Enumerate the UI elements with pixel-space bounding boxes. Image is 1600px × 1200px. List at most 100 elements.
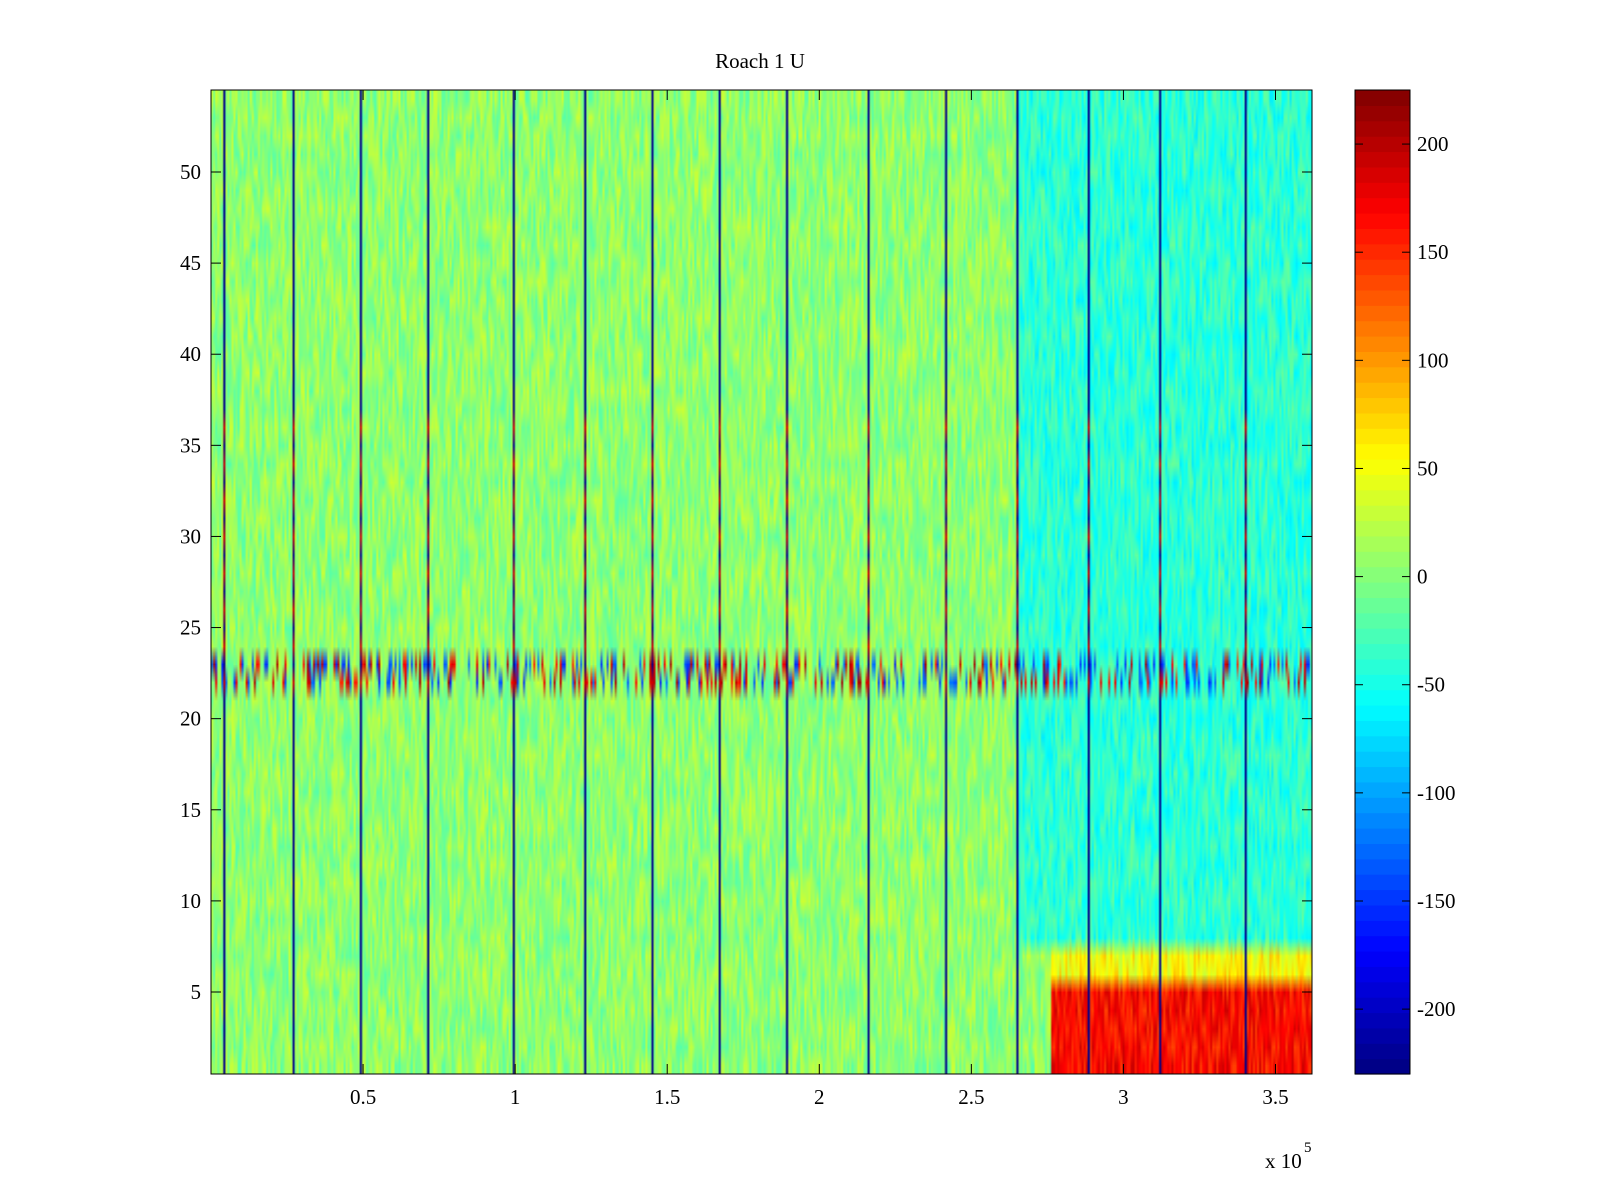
heatmap-image bbox=[211, 90, 1312, 1074]
y-tick-label: 30 bbox=[180, 524, 201, 548]
x-tick-label: 3 bbox=[1118, 1085, 1129, 1109]
colorbar-swatch bbox=[1355, 812, 1410, 829]
colorbar-swatch bbox=[1355, 382, 1410, 399]
x-tick-label: 1 bbox=[510, 1085, 521, 1109]
colorbar-swatch bbox=[1355, 351, 1410, 368]
y-tick-label: 40 bbox=[180, 342, 201, 366]
colorbar-swatch bbox=[1355, 412, 1410, 429]
colorbar-swatch bbox=[1355, 797, 1410, 814]
y-tick-label: 20 bbox=[180, 707, 201, 731]
colorbar-swatch bbox=[1355, 105, 1410, 122]
colorbar-swatch bbox=[1355, 705, 1410, 721]
y-tick-label: 15 bbox=[180, 798, 201, 822]
colorbar-swatch bbox=[1355, 120, 1410, 137]
colorbar-swatch bbox=[1355, 1012, 1410, 1029]
colorbar-swatch bbox=[1355, 843, 1410, 860]
heatmap-cells bbox=[211, 90, 1312, 1074]
colorbar-swatch bbox=[1355, 781, 1410, 798]
colorbar-swatch bbox=[1355, 520, 1410, 537]
colorbar-swatch bbox=[1355, 935, 1410, 952]
colorbar-swatch bbox=[1355, 505, 1410, 522]
colorbar-swatch bbox=[1355, 643, 1410, 660]
x-tick-label: 0.5 bbox=[350, 1085, 376, 1109]
colorbar-swatch bbox=[1355, 166, 1410, 183]
y-tick-label: 25 bbox=[180, 616, 201, 640]
colorbar-swatch bbox=[1355, 1043, 1410, 1060]
colorbar-tick-label: -200 bbox=[1417, 997, 1456, 1021]
colorbar-swatch bbox=[1355, 366, 1410, 383]
colorbar-swatch bbox=[1355, 274, 1410, 291]
colorbar-swatch bbox=[1355, 751, 1410, 768]
colorbar-swatch bbox=[1355, 766, 1410, 783]
colorbar-swatch bbox=[1355, 459, 1410, 475]
colorbar-swatch bbox=[1355, 197, 1410, 214]
colorbar-frame bbox=[1354, 89, 1411, 1075]
colorbar-swatch bbox=[1355, 535, 1410, 552]
colorbar-swatch bbox=[1355, 597, 1410, 614]
colorbar-tick-label: -100 bbox=[1417, 781, 1456, 805]
colorbar-swatch bbox=[1355, 920, 1410, 937]
y-tick-label: 35 bbox=[180, 433, 201, 457]
colorbar-swatch bbox=[1355, 90, 1410, 106]
y-tick-label: 5 bbox=[191, 980, 202, 1004]
colorbar-tick-label: -50 bbox=[1417, 673, 1445, 697]
axes bbox=[210, 89, 1313, 1075]
colorbar-tick-label: 50 bbox=[1417, 456, 1438, 480]
colorbar-swatch bbox=[1355, 874, 1410, 891]
colorbar-swatch bbox=[1355, 966, 1410, 983]
colorbar-swatch bbox=[1355, 735, 1410, 752]
colorbar-swatch bbox=[1355, 828, 1410, 844]
x-tick-labels: 0.5 1 1.5 2 2.5 3 3.5 bbox=[350, 1085, 1289, 1109]
colorbar-swatch bbox=[1355, 182, 1410, 199]
colorbar-tick-label: -150 bbox=[1417, 889, 1456, 913]
y-tick-label: 50 bbox=[180, 160, 201, 184]
colorbar-swatch bbox=[1355, 320, 1410, 337]
colorbar-swatch bbox=[1355, 336, 1410, 352]
colorbar-swatch bbox=[1355, 658, 1410, 675]
colorbar-tick-label: 100 bbox=[1417, 348, 1449, 372]
colorbar-swatch bbox=[1355, 213, 1410, 229]
colorbar-swatch bbox=[1355, 951, 1410, 967]
y-tick-label: 45 bbox=[180, 251, 201, 275]
colorbar-swatch bbox=[1355, 628, 1410, 645]
colorbar-swatch bbox=[1355, 997, 1410, 1014]
colorbar bbox=[1354, 89, 1411, 1075]
colorbar-swatch bbox=[1355, 566, 1410, 583]
colorbar-swatch bbox=[1355, 136, 1410, 153]
colorbar-swatch bbox=[1355, 289, 1410, 306]
x-tick-label: 1.5 bbox=[654, 1085, 680, 1109]
colorbar-swatch bbox=[1355, 551, 1410, 568]
colorbar-swatch bbox=[1355, 428, 1410, 445]
colorbar-tick-labels: 200 150 100 50 0 -50 -100 -150 -200 bbox=[1417, 132, 1456, 1021]
colorbar-swatch bbox=[1355, 582, 1410, 598]
colorbar-swatch bbox=[1355, 858, 1410, 875]
x-tick-label: 3.5 bbox=[1262, 1085, 1288, 1109]
x-tick-label: 2 bbox=[814, 1085, 825, 1109]
plot-frame bbox=[210, 89, 1313, 1075]
colorbar-tick-label: 0 bbox=[1417, 565, 1428, 589]
colorbar-tick-label: 150 bbox=[1417, 240, 1449, 264]
colorbar-swatch bbox=[1355, 981, 1410, 998]
colorbar-swatch bbox=[1355, 443, 1410, 460]
colorbar-swatch bbox=[1355, 397, 1410, 414]
colorbar-swatch bbox=[1355, 1058, 1410, 1075]
colorbar-swatch bbox=[1355, 889, 1410, 906]
x-tick-label: 2.5 bbox=[958, 1085, 984, 1109]
colorbar-swatch bbox=[1355, 904, 1410, 921]
colorbar-swatch bbox=[1355, 259, 1410, 276]
colorbar-swatch bbox=[1355, 612, 1410, 629]
colorbar-swatch bbox=[1355, 674, 1410, 691]
colorbar-tick-label: 200 bbox=[1417, 132, 1449, 156]
y-tick-labels: 5 10 15 20 25 30 35 40 45 50 bbox=[180, 160, 201, 1004]
x-exponent-power: 5 bbox=[1304, 1140, 1312, 1156]
chart-title: Roach 1 U bbox=[715, 49, 805, 73]
colorbar-swatch bbox=[1355, 1027, 1410, 1044]
x-exponent-label: x 10 bbox=[1265, 1149, 1302, 1173]
colorbar-swatch bbox=[1355, 689, 1410, 706]
colorbar-swatch bbox=[1355, 243, 1410, 260]
colorbar-swatch bbox=[1355, 228, 1410, 245]
colorbar-swatch bbox=[1355, 474, 1410, 491]
colorbar-swatch bbox=[1355, 720, 1410, 737]
colorbar-swatch bbox=[1355, 151, 1410, 168]
